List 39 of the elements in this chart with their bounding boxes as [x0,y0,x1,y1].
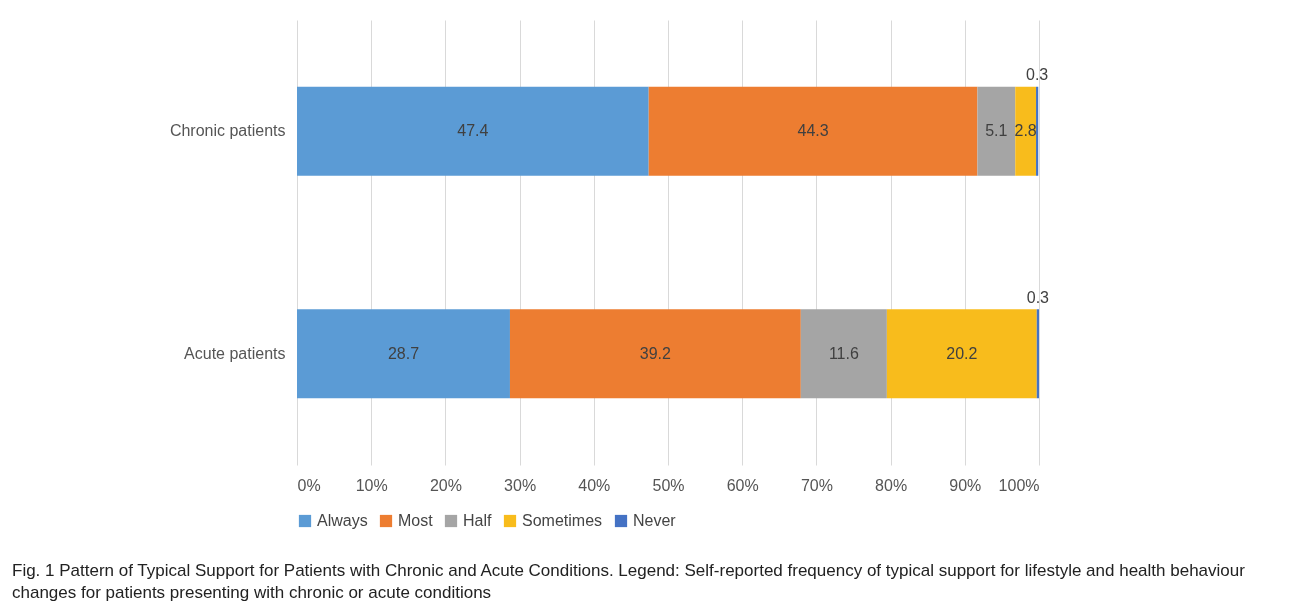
y-tick-label: Chronic patients [169,122,286,140]
x-tick-label: 10% [355,476,388,494]
bar [509,309,801,399]
x-tick-label: 0% [297,476,321,494]
legend-label: Sometimes [522,512,603,529]
bar [800,309,887,399]
x-tick-label: 20% [429,476,462,494]
data-label: 47.4 [457,122,489,140]
bar [977,86,1016,176]
data-label: 39.2 [639,344,672,362]
x-tick-label: 30% [504,476,537,494]
bar [1015,86,1037,176]
x-tick-label: 90% [949,476,982,494]
data-label: 20.2 [946,344,978,362]
bar [1036,309,1039,399]
legend-label: Never [633,512,677,529]
data-label: 5.1 [985,122,1008,140]
x-tick-label: 80% [875,476,908,494]
x-tick-label: 100% [998,476,1040,494]
legend-label: Half [463,512,493,529]
x-tick-label: 60% [726,476,759,494]
caption: Fig. 1 Pattern of Typical Support for Patients with Chronic and Acute Conditions. Legend: Self-reported frequency of typical support for lifestyle and health behaviour changes for patients presenting with chronic or acute conditions [12,560,1246,604]
bar [1036,86,1039,176]
data-label: 2.8 [1014,122,1037,140]
data-label: 44.3 [797,122,829,140]
data-label: 0.3 [1026,288,1050,306]
bar [648,86,978,176]
data-label: 11.6 [828,344,859,362]
x-tick-label: 50% [652,476,685,494]
x-tick-label: 70% [800,476,833,494]
bar [297,86,649,176]
bar [297,309,510,399]
legend-label: Always [317,512,368,529]
x-tick-label: 40% [578,476,611,494]
bar [886,309,1037,399]
legend-label: Most [398,512,434,529]
data-label: 0.3 [1026,66,1049,84]
data-label: 28.7 [387,344,420,362]
y-tick-label: Acute patients [184,344,286,362]
